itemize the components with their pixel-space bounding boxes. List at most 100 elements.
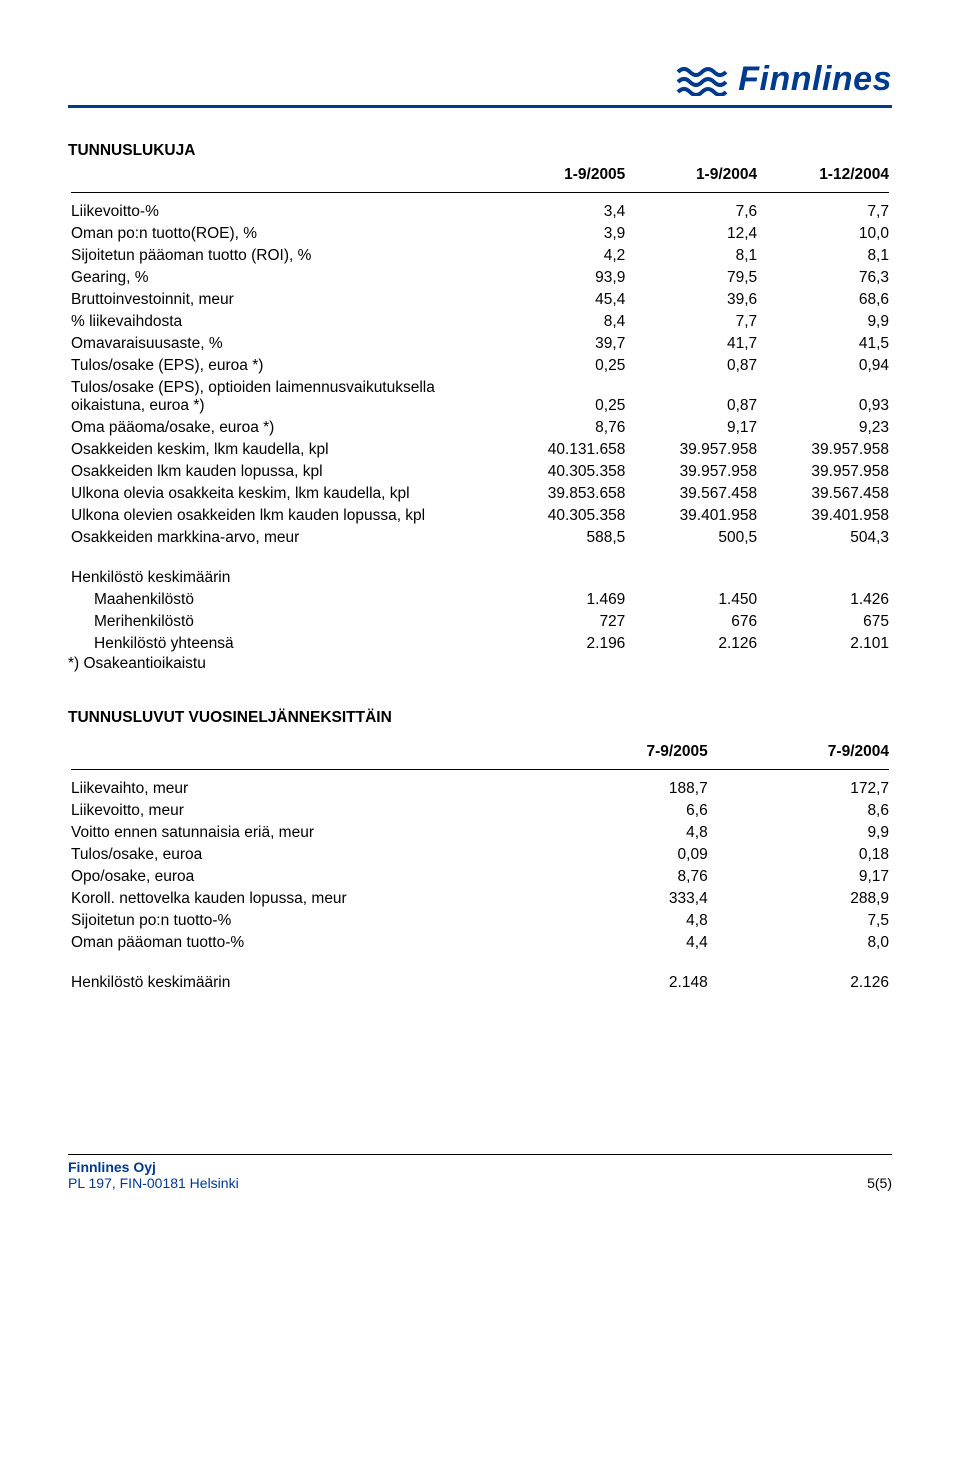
row-label: Bruttoinvestoinnit, meur <box>68 289 496 311</box>
table-row: % liikevaihdosta8,47,79,9 <box>68 311 892 333</box>
table-row: Liikevoitto, meur6,68,6 <box>68 800 892 822</box>
row-value: 0,25 <box>496 377 628 417</box>
table-row: Tulos/osake (EPS), euroa *)0,250,870,94 <box>68 355 892 377</box>
row-value: 504,3 <box>760 527 892 549</box>
row-value: 40.305.358 <box>496 461 628 483</box>
row-value: 9,17 <box>711 866 892 888</box>
row-label: Gearing, % <box>68 267 496 289</box>
row-value: 675 <box>760 611 892 633</box>
row-label: Osakkeiden markkina-arvo, meur <box>68 527 496 549</box>
row-value: 4,8 <box>529 910 710 932</box>
table-row: Koroll. nettovelka kauden lopussa, meur3… <box>68 888 892 910</box>
row-value: 0,93 <box>760 377 892 417</box>
row-value: 333,4 <box>529 888 710 910</box>
row-value: 39.957.958 <box>760 439 892 461</box>
row-value: 39.401.958 <box>628 505 760 527</box>
footer-company: Finnlines Oyj <box>68 1159 239 1175</box>
s2-staff-v1: 2.126 <box>711 972 892 994</box>
table-row: Maahenkilöstö1.4691.4501.426 <box>68 589 892 611</box>
row-value: 41,5 <box>760 333 892 355</box>
row-value: 8,1 <box>760 245 892 267</box>
row-label: Osakkeiden lkm kauden lopussa, kpl <box>68 461 496 483</box>
row-value: 288,9 <box>711 888 892 910</box>
row-value: 8,76 <box>529 866 710 888</box>
row-value: 0,18 <box>711 844 892 866</box>
row-label: Opo/osake, euroa <box>68 866 529 888</box>
section1-title: TUNNUSLUKUJA <box>68 142 892 160</box>
row-value: 8,6 <box>711 800 892 822</box>
row-value: 8,0 <box>711 932 892 954</box>
row-value: 9,9 <box>760 311 892 333</box>
s1-h0: 1-9/2005 <box>496 164 628 186</box>
row-label: Merihenkilöstö <box>68 611 496 633</box>
row-label: % liikevaihdosta <box>68 311 496 333</box>
row-value: 588,5 <box>496 527 628 549</box>
footer-page: 5(5) <box>867 1175 892 1191</box>
table-row: Henkilöstö yhteensä2.1962.1262.101 <box>68 633 892 655</box>
row-value: 39.567.458 <box>760 483 892 505</box>
row-value: 40.131.658 <box>496 439 628 461</box>
table-row: Tulos/osake, euroa0,090,18 <box>68 844 892 866</box>
row-value: 2.126 <box>628 633 760 655</box>
header-bar: Finnlines <box>68 60 892 99</box>
row-label: Sijoitetun pääoman tuotto (ROI), % <box>68 245 496 267</box>
row-value: 0,87 <box>628 355 760 377</box>
row-value: 9,23 <box>760 417 892 439</box>
row-value: 9,17 <box>628 417 760 439</box>
table-row: Liikevoitto-%3,47,67,7 <box>68 201 892 223</box>
row-value: 4,4 <box>529 932 710 954</box>
row-value: 188,7 <box>529 778 710 800</box>
footer-address: PL 197, FIN-00181 Helsinki <box>68 1175 239 1191</box>
row-value: 39.957.958 <box>628 439 760 461</box>
row-value: 12,4 <box>628 223 760 245</box>
row-value: 4,2 <box>496 245 628 267</box>
table-row: Opo/osake, euroa8,769,17 <box>68 866 892 888</box>
row-value: 676 <box>628 611 760 633</box>
row-value: 41,7 <box>628 333 760 355</box>
row-value: 39.401.958 <box>760 505 892 527</box>
row-value: 3,9 <box>496 223 628 245</box>
table-row: Sijoitetun pääoman tuotto (ROI), %4,2 8,1… <box>68 245 892 267</box>
staff-title: Henkilöstö keskimäärin <box>68 567 892 589</box>
row-label: Ulkona olevia osakkeita keskim, lkm kaud… <box>68 483 496 505</box>
table-row: Gearing, %93,979,576,3 <box>68 267 892 289</box>
row-label: Ulkona olevien osakkeiden lkm kauden lop… <box>68 505 496 527</box>
row-value: 93,9 <box>496 267 628 289</box>
row-value: 727 <box>496 611 628 633</box>
row-label: Tulos/osake, euroa <box>68 844 529 866</box>
row-value: 3,4 <box>496 201 628 223</box>
table-quarterly: 7-9/2005 7-9/2004 Liikevaihto, meur188,7… <box>68 731 892 994</box>
row-value: 4,8 <box>529 822 710 844</box>
row-value: 172,7 <box>711 778 892 800</box>
row-label: Oman po:n tuotto(ROE), % <box>68 223 496 245</box>
row-label: Oma pääoma/osake, euroa *) <box>68 417 496 439</box>
row-label: Koroll. nettovelka kauden lopussa, meur <box>68 888 529 910</box>
table-row: Osakkeiden markkina-arvo, meur588,5500,5… <box>68 527 892 549</box>
row-label: Sijoitetun po:n tuotto-% <box>68 910 529 932</box>
table-row: Oma pääoma/osake, euroa *)8,769,179,23 <box>68 417 892 439</box>
row-label: Tulos/osake (EPS), euroa *) <box>68 355 496 377</box>
row-value: 7,7 <box>628 311 760 333</box>
table-row: Henkilöstö keskimäärin 2.148 2.126 <box>68 972 892 994</box>
row-value: 6,6 <box>529 800 710 822</box>
table-row: Oman po:n tuotto(ROE), %3,912,410,0 <box>68 223 892 245</box>
row-label: Maahenkilöstö <box>68 589 496 611</box>
table-row: Ulkona olevien osakkeiden lkm kauden lop… <box>68 505 892 527</box>
row-value: 0,25 <box>496 355 628 377</box>
row-value: 39,6 <box>628 289 760 311</box>
footnote: *) Osakeantioikaistu <box>68 655 892 673</box>
row-value: 10,0 <box>760 223 892 245</box>
row-value: 7,6 <box>628 201 760 223</box>
row-label: Liikevaihto, meur <box>68 778 529 800</box>
page-footer: Finnlines Oyj PL 197, FIN-00181 Helsinki… <box>68 1154 892 1191</box>
top-divider <box>68 105 892 108</box>
wave-icon <box>676 64 732 96</box>
row-value: 39.853.658 <box>496 483 628 505</box>
s2-h0: 7-9/2005 <box>529 741 710 763</box>
table-key-figures: 1-9/2005 1-9/2004 1-12/2004 Liikevoitto-… <box>68 164 892 655</box>
s2-staff-v0: 2.148 <box>529 972 710 994</box>
row-label: Omavaraisuusaste, % <box>68 333 496 355</box>
s1-h2: 1-12/2004 <box>760 164 892 186</box>
row-value: 79,5 <box>628 267 760 289</box>
row-value: 0,94 <box>760 355 892 377</box>
